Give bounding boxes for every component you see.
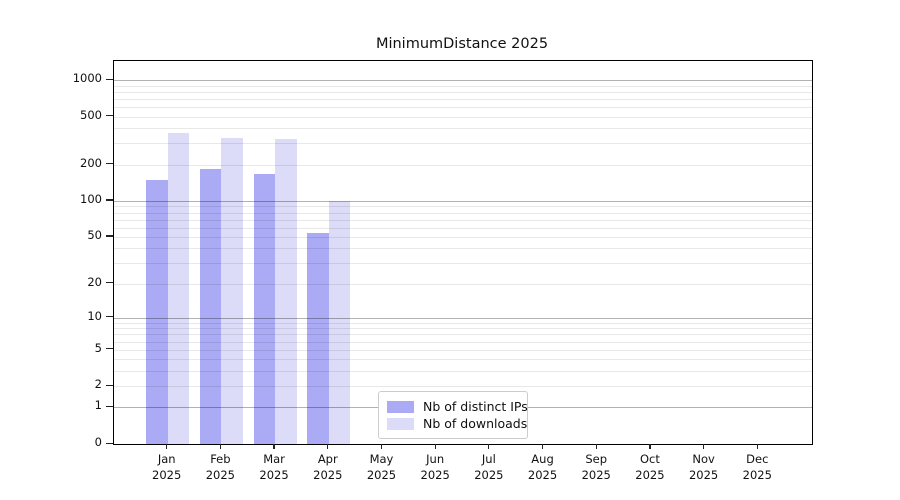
legend-label-distinct-ips: Nb of distinct IPs (423, 399, 528, 414)
x-tick-label-apr: Apr 2025 (313, 452, 343, 483)
y-tick-mark (106, 405, 113, 408)
gridline-minor (114, 98, 812, 100)
y-tick-mark (106, 348, 113, 350)
bar-downloads-jan (167, 133, 190, 444)
x-tick-label-jun: Jun 2025 (420, 452, 450, 483)
x-tick-mark (219, 444, 221, 449)
bar-downloads-apr (328, 200, 351, 444)
x-tick-mark (380, 444, 383, 449)
x-tick-label-oct: Oct 2025 (635, 452, 665, 483)
x-tick-mark (703, 444, 705, 449)
y-tick-mark (106, 282, 113, 284)
x-tick-label-jul: Jul 2025 (474, 452, 504, 483)
y-tick-mark (106, 199, 113, 201)
y-tick-label: 50 (87, 227, 102, 242)
y-tick-label: 2 (94, 377, 102, 392)
y-tick-mark (106, 442, 113, 444)
x-tick-mark (273, 444, 275, 449)
y-tick-mark (106, 235, 113, 237)
x-tick-mark (166, 444, 168, 449)
legend-swatch-downloads (387, 417, 414, 430)
legend-entry-downloads: Nb of downloads (387, 415, 527, 432)
x-tick-mark (488, 444, 490, 449)
x-tick-label-feb: Feb 2025 (205, 452, 236, 483)
y-tick-mark (106, 78, 113, 80)
plot-area (113, 60, 813, 445)
x-tick-mark (595, 444, 597, 449)
x-tick-mark (649, 444, 651, 449)
y-tick-mark (106, 115, 113, 117)
bar-downloads-mar (275, 139, 297, 444)
x-tick-label-sep: Sep 2025 (581, 452, 611, 483)
bar-distinct-ips-mar (253, 173, 276, 444)
y-tick-label: 5 (94, 340, 102, 355)
gridline-minor (114, 91, 812, 93)
gridline-minor (114, 128, 812, 130)
y-tick-label: 20 (87, 274, 102, 289)
x-tick-label-aug: Aug 2025 (527, 452, 558, 483)
gridline-minor (114, 116, 812, 118)
chart-title: MinimumDistance 2025 (375, 36, 549, 52)
x-tick-mark (327, 444, 329, 449)
y-tick-mark (106, 163, 113, 165)
x-tick-label-dec: Dec 2025 (742, 452, 772, 483)
legend-entry-distinct-ips: Nb of distinct IPs (387, 398, 528, 415)
x-tick-label-may: May 2025 (366, 452, 397, 483)
x-tick-mark (756, 444, 758, 449)
bar-distinct-ips-feb (199, 169, 222, 444)
bar-distinct-ips-apr (307, 232, 329, 444)
x-tick-label-jan: Jan 2025 (152, 452, 182, 483)
gridline-minor (114, 164, 812, 166)
legend-swatch-distinct-ips (387, 400, 414, 413)
y-tick-mark (106, 384, 113, 386)
gridline-minor (114, 85, 812, 87)
y-tick-label: 0 (94, 435, 102, 449)
y-tick-label: 200 (80, 155, 102, 170)
y-tick-label: 100 (80, 191, 102, 206)
x-tick-label-mar: Mar 2025 (259, 452, 289, 483)
y-tick-label: 1000 (72, 71, 102, 86)
gridline-minor (114, 143, 812, 145)
gridline-minor (114, 107, 812, 109)
y-tick-label: 10 (87, 308, 102, 323)
x-tick-label-nov: Nov 2025 (688, 452, 719, 483)
bar-distinct-ips-jan (146, 179, 168, 444)
x-tick-mark (434, 444, 436, 449)
legend-label-downloads: Nb of downloads (423, 416, 528, 431)
y-tick-label: 1 (94, 398, 102, 413)
gridline-major (114, 80, 812, 82)
y-tick-mark (106, 316, 113, 318)
y-tick-label: 500 (80, 107, 102, 122)
bar-downloads-feb (221, 138, 243, 444)
x-tick-mark (541, 444, 544, 449)
legend: Nb of distinct IPs Nb of downloads (378, 391, 528, 439)
